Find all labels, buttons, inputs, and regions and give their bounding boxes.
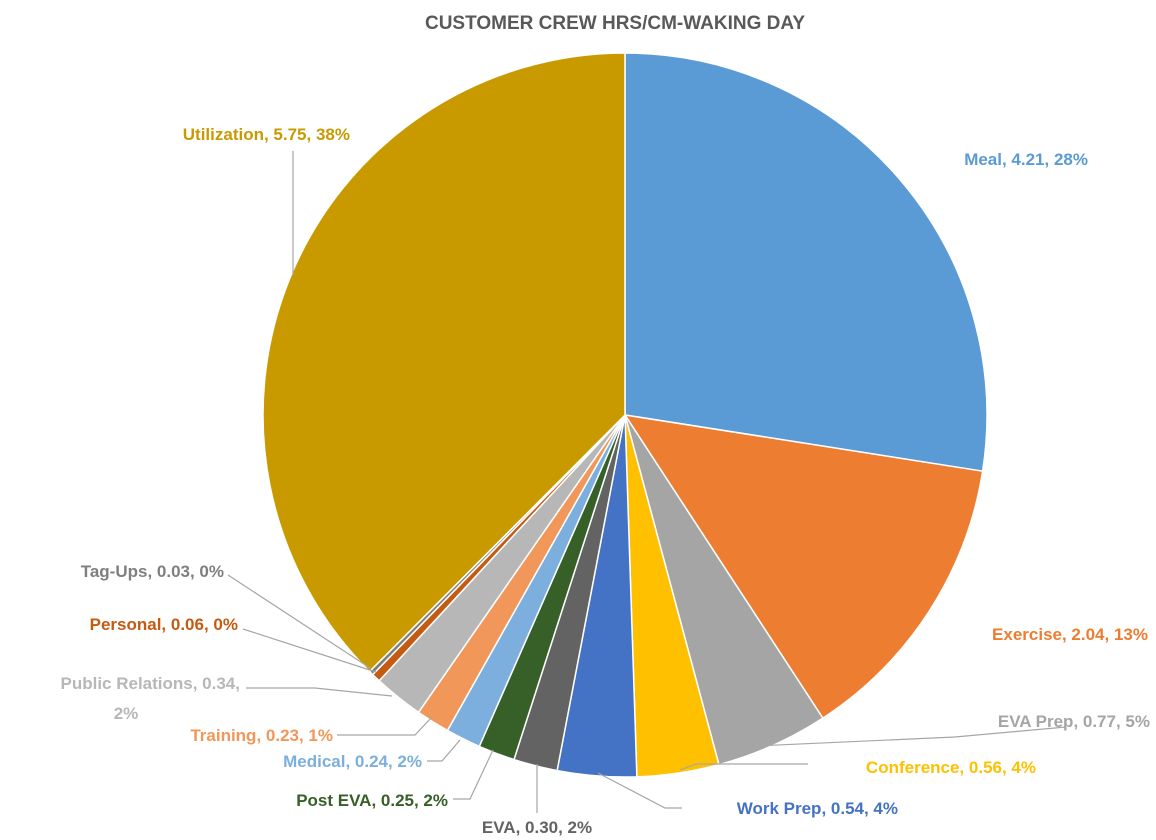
leader-line-public-relations (246, 687, 393, 697)
data-label-utilization: Utilization, 5.75, 38% (183, 125, 350, 144)
leader-line-training (337, 716, 433, 736)
pie-slice-meal (624, 52, 988, 473)
data-labels: Meal, 4.21, 28% Exercise, 2.04, 13% EVA Pr… (60, 125, 1150, 837)
data-label-conference: Conference, 0.56, 4% (866, 758, 1036, 777)
leader-line-work-prep (597, 772, 682, 809)
pie-slices (262, 52, 988, 778)
data-label-work-prep: Work Prep, 0.54, 4% (737, 799, 898, 818)
pie-slice-exercise (623, 413, 984, 720)
data-label-training: Training, 0.23, 1% (190, 726, 333, 745)
leader-line-eva-prep (754, 726, 1067, 747)
leader-line-personal (242, 628, 377, 673)
leader-line-medical (427, 739, 461, 762)
data-label-medical: Medical, 0.24, 2% (283, 752, 422, 771)
leader-lines (227, 151, 1067, 813)
data-label-exercise: Exercise, 2.04, 13% (992, 625, 1148, 644)
leader-line-tag-ups (227, 574, 371, 669)
data-label-personal: Personal, 0.06, 0% (90, 615, 238, 634)
leader-line-conference (679, 763, 808, 771)
pie-slice-utilization (262, 52, 626, 673)
data-label-public-relations: Public Relations, 0.34, (60, 674, 240, 693)
data-label-meal: Meal, 4.21, 28% (964, 150, 1088, 169)
leader-line-post-eva (453, 749, 494, 800)
data-label-tag-ups: Tag-Ups, 0.03, 0% (81, 562, 224, 581)
data-label-post-eva: Post EVA, 0.25, 2% (296, 791, 448, 810)
data-label-eva-prep: EVA Prep, 0.77, 5% (998, 712, 1150, 731)
data-label-public-relations-line2: 2% (114, 704, 139, 723)
data-label-eva: EVA, 0.30, 2% (482, 818, 592, 837)
chart-title: CUSTOMER CREW HRS/CM-WAKING DAY (425, 13, 805, 34)
